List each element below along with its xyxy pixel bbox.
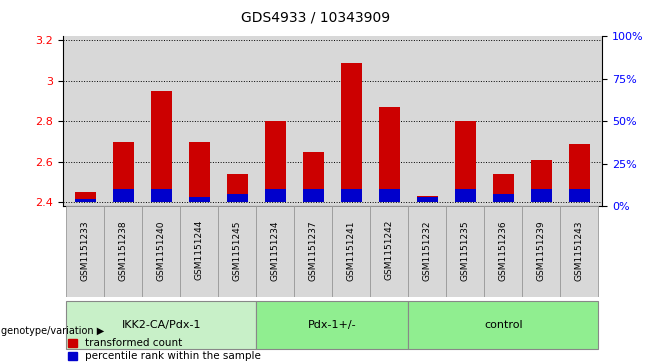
Bar — [151, 189, 172, 202]
Bar — [265, 189, 286, 202]
Text: GDS4933 / 10343909: GDS4933 / 10343909 — [241, 11, 390, 25]
Text: Pdx-1+/-: Pdx-1+/- — [308, 320, 357, 330]
Text: IKK2-CA/Pdx-1: IKK2-CA/Pdx-1 — [122, 320, 201, 330]
FancyBboxPatch shape — [142, 206, 180, 297]
Text: GSM1151241: GSM1151241 — [347, 220, 356, 281]
FancyBboxPatch shape — [66, 301, 257, 349]
FancyBboxPatch shape — [408, 206, 446, 297]
FancyBboxPatch shape — [180, 206, 218, 297]
Bar — [75, 199, 96, 202]
Bar — [189, 197, 210, 202]
Bar — [569, 144, 590, 202]
Text: GSM1151232: GSM1151232 — [423, 220, 432, 281]
Text: GSM1151238: GSM1151238 — [119, 220, 128, 281]
Bar — [151, 91, 172, 202]
FancyBboxPatch shape — [66, 206, 105, 297]
Text: control: control — [484, 320, 522, 330]
Text: GSM1151244: GSM1151244 — [195, 220, 204, 280]
FancyBboxPatch shape — [370, 206, 408, 297]
Text: GSM1151237: GSM1151237 — [309, 220, 318, 281]
Bar — [303, 189, 324, 202]
Bar — [531, 189, 551, 202]
Text: GSM1151240: GSM1151240 — [157, 220, 166, 281]
Bar — [227, 194, 248, 202]
Text: GSM1151245: GSM1151245 — [233, 220, 241, 281]
Bar — [455, 189, 476, 202]
Bar — [227, 174, 248, 202]
Text: GSM1151239: GSM1151239 — [537, 220, 545, 281]
Text: GSM1151236: GSM1151236 — [499, 220, 508, 281]
Text: GSM1151235: GSM1151235 — [461, 220, 470, 281]
Bar — [341, 63, 362, 202]
FancyBboxPatch shape — [484, 206, 522, 297]
Bar — [569, 189, 590, 202]
FancyBboxPatch shape — [257, 301, 408, 349]
Bar — [379, 189, 400, 202]
FancyBboxPatch shape — [446, 206, 484, 297]
Bar — [417, 196, 438, 202]
Bar — [303, 152, 324, 202]
FancyBboxPatch shape — [294, 206, 332, 297]
FancyBboxPatch shape — [408, 301, 598, 349]
Bar — [113, 189, 134, 202]
FancyBboxPatch shape — [218, 206, 257, 297]
Bar — [493, 174, 514, 202]
FancyBboxPatch shape — [105, 206, 142, 297]
Bar — [493, 194, 514, 202]
Bar — [531, 160, 551, 202]
Text: GSM1151243: GSM1151243 — [575, 220, 584, 281]
Bar — [417, 197, 438, 202]
Bar — [455, 121, 476, 202]
Text: GSM1151233: GSM1151233 — [81, 220, 89, 281]
Bar — [75, 192, 96, 202]
Text: GSM1151242: GSM1151242 — [385, 220, 393, 280]
Bar — [341, 189, 362, 202]
FancyBboxPatch shape — [257, 206, 294, 297]
Bar — [379, 107, 400, 202]
Text: GSM1151234: GSM1151234 — [271, 220, 280, 281]
Bar — [265, 121, 286, 202]
FancyBboxPatch shape — [332, 206, 370, 297]
Bar — [189, 142, 210, 202]
FancyBboxPatch shape — [522, 206, 560, 297]
Legend: transformed count, percentile rank within the sample: transformed count, percentile rank withi… — [68, 338, 261, 362]
Text: genotype/variation ▶: genotype/variation ▶ — [1, 326, 105, 336]
Bar — [113, 142, 134, 202]
FancyBboxPatch shape — [560, 206, 598, 297]
